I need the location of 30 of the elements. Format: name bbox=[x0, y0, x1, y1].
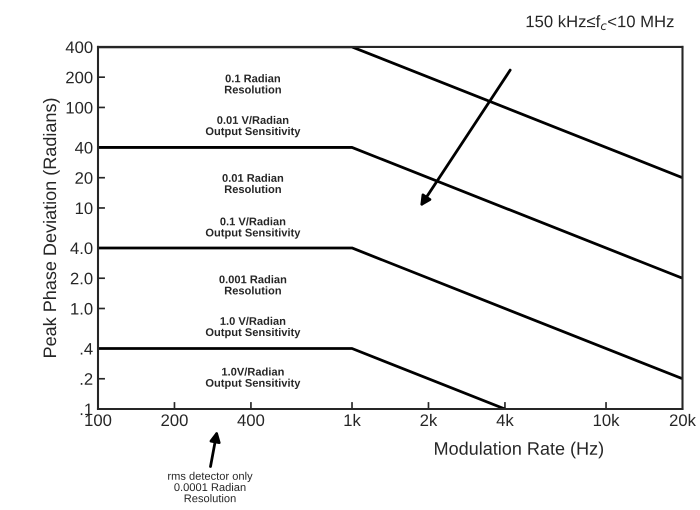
annotation: 0.001 Radian Resolution bbox=[219, 275, 286, 294]
text: 150 kHz≤f$_{c}$<10 MHz bbox=[526, 15, 674, 30]
x-tick-label: 4k bbox=[496, 414, 514, 426]
y-tick-label: 1.0 bbox=[71, 302, 92, 315]
y-tick-label: 4.0 bbox=[70, 242, 92, 254]
y-tick-label: 400 bbox=[66, 41, 92, 54]
annotation: 1.0 V/Radian Output Sensitivity bbox=[206, 316, 300, 338]
y-tick-label: .4 bbox=[80, 343, 93, 355]
y-axis-title: Peak Phase Deviation (Radians) bbox=[42, 98, 60, 357]
annotation: 0.01 V/Radian Output Sensitivity bbox=[206, 116, 300, 138]
x-tick-label: 10k bbox=[594, 414, 620, 426]
x-axis-title: Modulation Rate (Hz) bbox=[435, 442, 604, 458]
annotation: 0.01 Radian Resolution bbox=[222, 174, 284, 194]
y-tick-label: 40 bbox=[74, 142, 92, 154]
x-tick-label: 200 bbox=[161, 414, 188, 426]
text: rms detector only 0.0001 Radian Resolution bbox=[168, 472, 253, 502]
x-tick-label: 400 bbox=[237, 414, 264, 426]
y-tick-label: .1 bbox=[80, 404, 92, 416]
x-tick-label: 1k bbox=[344, 414, 361, 426]
annotation: 0.1 Radian Resolution bbox=[224, 74, 281, 94]
y-tick-label: 200 bbox=[66, 72, 92, 84]
y-tick-label: 20 bbox=[75, 172, 92, 184]
x-tick-label: 20k bbox=[670, 414, 696, 426]
x-tick-label: 2k bbox=[420, 414, 438, 426]
y-tick-label: .2 bbox=[80, 373, 92, 385]
annotation: 0.1 V/Radian Output Sensitivity bbox=[206, 217, 300, 239]
y-tick-label: 100 bbox=[66, 102, 92, 114]
y-tick-label: 10 bbox=[76, 202, 92, 214]
y-tick-label: 2.0 bbox=[70, 272, 92, 284]
annotation: 1.0V/Radian Output Sensitivity bbox=[206, 367, 300, 389]
